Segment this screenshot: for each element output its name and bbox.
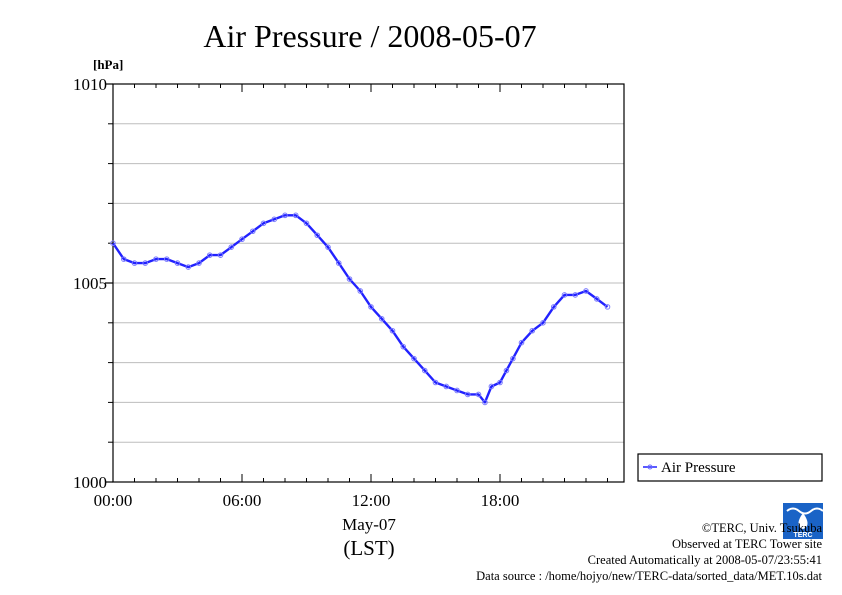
credit-source: Data source : /home/hojyo/new/TERC-data/… — [476, 569, 822, 583]
data-point — [454, 387, 460, 394]
y-axis-unit: [hPa] — [93, 57, 123, 72]
x-tick-label: 12:00 — [352, 491, 391, 510]
data-point — [583, 288, 589, 294]
data-point — [249, 228, 256, 235]
credit-site: Observed at TERC Tower site — [671, 537, 822, 551]
data-point — [400, 343, 407, 350]
data-point — [260, 220, 267, 227]
data-point — [475, 391, 482, 398]
data-point — [292, 212, 299, 219]
x-axis-date-label: May-07 — [342, 515, 396, 534]
data-point — [346, 276, 353, 282]
data-point — [378, 316, 385, 322]
data-point — [206, 252, 213, 258]
credit-copyright: ©TERC, Univ. Tsukuba — [701, 521, 822, 535]
legend-swatch-marker — [647, 464, 653, 470]
data-point — [228, 244, 235, 250]
data-point — [572, 292, 579, 298]
data-point — [561, 292, 568, 298]
data-point — [314, 232, 321, 239]
series-air-pressure — [110, 212, 611, 406]
chart-title: Air Pressure / 2008-05-07 — [203, 18, 536, 54]
data-point — [239, 236, 245, 243]
data-point — [335, 260, 342, 266]
axis-ticks: 1000 1005 1010 00:00 06:00 12:00 18:00 — [73, 75, 608, 510]
data-point — [357, 288, 364, 294]
data-point — [368, 304, 374, 310]
data-point — [540, 320, 546, 326]
x-tick-label: 06:00 — [223, 491, 262, 510]
y-tick-label: 1010 — [73, 75, 107, 94]
data-point — [488, 383, 495, 390]
credit-created: Created Automatically at 2008-05-07/23:5… — [587, 553, 822, 567]
data-point — [110, 240, 116, 246]
x-tick-label: 18:00 — [481, 491, 520, 510]
y-tick-label: 1005 — [73, 274, 107, 293]
data-point — [174, 260, 181, 266]
data-point — [185, 264, 192, 270]
data-point — [411, 355, 417, 362]
legend: Air Pressure — [637, 453, 823, 482]
data-point — [120, 256, 127, 262]
series-line — [112, 214, 609, 404]
data-point — [482, 399, 488, 406]
data-point — [282, 212, 288, 219]
logo-text: TERC — [793, 532, 812, 539]
data-point — [142, 260, 149, 266]
data-point — [303, 220, 310, 227]
data-point — [529, 327, 536, 334]
data-point — [217, 252, 224, 258]
x-axis-timezone-label: (LST) — [343, 536, 394, 560]
data-point — [604, 304, 611, 310]
data-point — [421, 367, 428, 374]
data-point — [432, 379, 439, 386]
data-point — [196, 260, 202, 266]
logo-drop-icon — [798, 513, 808, 529]
data-point — [593, 296, 600, 302]
data-point — [131, 260, 138, 266]
data-point — [153, 256, 159, 262]
data-point — [163, 256, 170, 262]
data-point — [510, 355, 516, 362]
data-point — [503, 367, 510, 374]
data-point — [550, 304, 557, 310]
data-point — [325, 244, 331, 250]
logo-wave — [786, 507, 823, 515]
data-point — [271, 216, 278, 223]
y-tick-label: 1000 — [73, 473, 107, 492]
credits-block: ©TERC, Univ. Tsukuba Observed at TERC To… — [476, 520, 822, 584]
legend-box — [637, 453, 823, 482]
data-point — [497, 379, 503, 386]
data-point — [464, 391, 471, 398]
data-point — [518, 339, 525, 346]
data-point — [389, 327, 396, 334]
x-tick-label: 00:00 — [94, 491, 133, 510]
data-point — [443, 383, 450, 390]
terc-logo: TERC — [783, 503, 823, 539]
legend-label: Air Pressure — [661, 460, 736, 476]
grid-lines — [113, 123, 624, 443]
